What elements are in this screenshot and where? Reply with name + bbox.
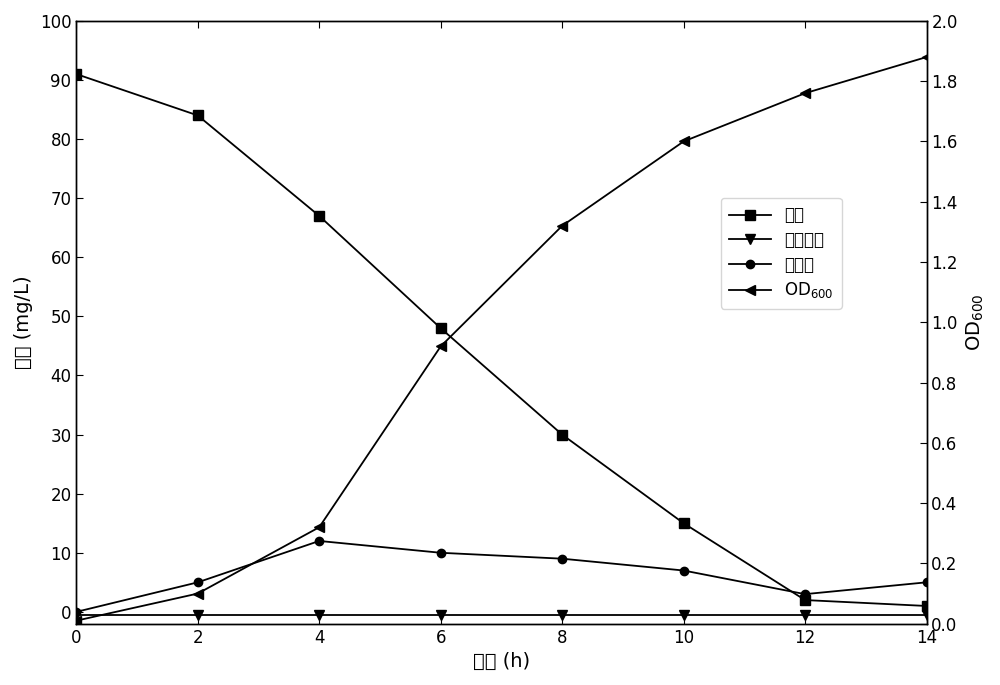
硝酸氮: [799, 590, 811, 598]
OD$_{600}$: [921, 53, 933, 61]
硝酸氮: [313, 537, 325, 545]
Line: OD$_{600}$: OD$_{600}$: [71, 52, 931, 625]
Line: 氨氮: 氨氮: [71, 69, 931, 611]
氨氮: [435, 324, 447, 332]
Y-axis label: 浓度 (mg/L): 浓度 (mg/L): [14, 275, 33, 369]
OD$_{600}$: [70, 616, 82, 625]
氨氮: [313, 212, 325, 220]
OD$_{600}$: [435, 342, 447, 351]
氨氮: [678, 519, 690, 527]
氨氮: [192, 112, 204, 120]
硝酸氮: [678, 566, 690, 575]
X-axis label: 时间 (h): 时间 (h): [473, 652, 530, 671]
硝酸氮: [192, 578, 204, 586]
氨氮: [70, 70, 82, 78]
亚硝酸氮: [313, 611, 325, 619]
氨氮: [921, 602, 933, 610]
氨氮: [556, 430, 568, 438]
硝酸氮: [435, 549, 447, 557]
亚硝酸氮: [799, 611, 811, 619]
Line: 硝酸氮: 硝酸氮: [72, 537, 931, 616]
亚硝酸氮: [678, 611, 690, 619]
Legend: 氨氮, 亚硝酸氮, 硝酸氮, OD$_{600}$: 氨氮, 亚硝酸氮, 硝酸氮, OD$_{600}$: [721, 198, 842, 309]
OD$_{600}$: [313, 523, 325, 532]
OD$_{600}$: [556, 222, 568, 230]
OD$_{600}$: [192, 590, 204, 598]
氨氮: [799, 596, 811, 604]
亚硝酸氮: [70, 611, 82, 619]
Line: 亚硝酸氮: 亚硝酸氮: [71, 610, 931, 620]
硝酸氮: [556, 555, 568, 563]
OD$_{600}$: [678, 137, 690, 145]
OD$_{600}$: [799, 89, 811, 97]
亚硝酸氮: [435, 611, 447, 619]
硝酸氮: [921, 578, 933, 586]
亚硝酸氮: [192, 611, 204, 619]
Y-axis label: OD$_{600}$: OD$_{600}$: [965, 293, 986, 351]
亚硝酸氮: [556, 611, 568, 619]
亚硝酸氮: [921, 611, 933, 619]
硝酸氮: [70, 608, 82, 616]
